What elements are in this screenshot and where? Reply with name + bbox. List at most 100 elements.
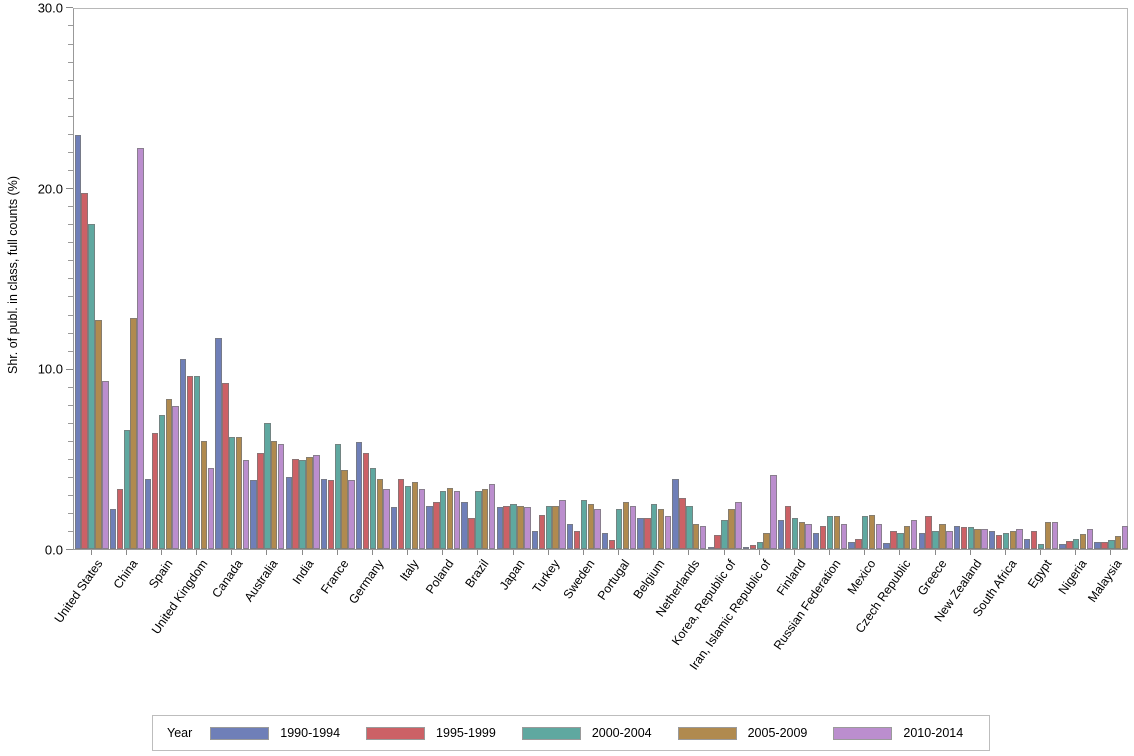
- bar[interactable]: [946, 530, 953, 549]
- bar[interactable]: [651, 503, 658, 549]
- bar[interactable]: [714, 534, 721, 549]
- bar[interactable]: [397, 478, 405, 549]
- bar[interactable]: [271, 440, 278, 549]
- bar[interactable]: [840, 523, 848, 549]
- bar[interactable]: [418, 489, 426, 549]
- legend-item[interactable]: 2010-2014: [833, 726, 963, 740]
- bar[interactable]: [488, 483, 496, 549]
- bar[interactable]: [967, 527, 974, 549]
- bar[interactable]: [629, 505, 637, 549]
- bar[interactable]: [229, 437, 236, 549]
- bar[interactable]: [81, 193, 88, 549]
- bar[interactable]: [130, 317, 137, 549]
- bar[interactable]: [404, 485, 412, 549]
- bar[interactable]: [953, 525, 961, 549]
- bar[interactable]: [602, 532, 609, 549]
- bar[interactable]: [207, 467, 215, 549]
- bar[interactable]: [411, 482, 419, 549]
- bar[interactable]: [327, 480, 335, 549]
- bar[interactable]: [672, 478, 679, 549]
- bar[interactable]: [1073, 539, 1080, 549]
- bar[interactable]: [981, 529, 988, 549]
- bar[interactable]: [1009, 530, 1016, 549]
- bar[interactable]: [482, 489, 489, 549]
- bar[interactable]: [1101, 541, 1108, 549]
- bar[interactable]: [102, 380, 109, 549]
- bar[interactable]: [468, 518, 475, 549]
- bar[interactable]: [587, 503, 594, 549]
- bar[interactable]: [1108, 539, 1115, 549]
- bar[interactable]: [235, 437, 243, 549]
- bar[interactable]: [538, 514, 546, 549]
- bar[interactable]: [699, 525, 707, 549]
- bar[interactable]: [1094, 541, 1101, 549]
- bar[interactable]: [910, 520, 918, 549]
- bar[interactable]: [707, 547, 714, 549]
- bar[interactable]: [657, 509, 665, 549]
- bar[interactable]: [475, 491, 482, 549]
- bar[interactable]: [594, 509, 601, 549]
- bar[interactable]: [376, 478, 383, 549]
- bar[interactable]: [904, 525, 911, 549]
- bar[interactable]: [292, 458, 299, 549]
- bar[interactable]: [1030, 530, 1038, 549]
- bar[interactable]: [165, 399, 172, 549]
- bar[interactable]: [426, 505, 433, 549]
- bar[interactable]: [637, 518, 644, 549]
- bar[interactable]: [833, 516, 841, 549]
- bar[interactable]: [334, 444, 341, 549]
- bar[interactable]: [559, 500, 566, 549]
- bar[interactable]: [1059, 543, 1066, 549]
- bar[interactable]: [200, 440, 208, 549]
- bar[interactable]: [615, 509, 623, 549]
- bar[interactable]: [172, 406, 179, 549]
- bar[interactable]: [622, 502, 630, 549]
- bar[interactable]: [531, 530, 539, 549]
- bar[interactable]: [74, 135, 81, 549]
- bar[interactable]: [742, 547, 750, 549]
- bar[interactable]: [791, 518, 799, 549]
- bar[interactable]: [524, 507, 531, 549]
- bar[interactable]: [383, 489, 390, 549]
- bar[interactable]: [1115, 536, 1122, 549]
- bar[interactable]: [805, 523, 812, 549]
- bar[interactable]: [320, 478, 328, 549]
- bar[interactable]: [88, 223, 95, 549]
- bar[interactable]: [552, 505, 559, 549]
- bar[interactable]: [362, 453, 370, 549]
- bar[interactable]: [1044, 521, 1052, 549]
- bar[interactable]: [848, 541, 855, 549]
- bar[interactable]: [862, 516, 869, 549]
- bar[interactable]: [756, 541, 763, 549]
- bar[interactable]: [123, 429, 130, 549]
- bar[interactable]: [826, 516, 834, 549]
- bar[interactable]: [566, 523, 574, 549]
- bar[interactable]: [728, 509, 735, 549]
- bar[interactable]: [735, 502, 742, 549]
- bar[interactable]: [798, 521, 805, 549]
- bar[interactable]: [299, 460, 306, 549]
- bar[interactable]: [242, 460, 250, 549]
- bar[interactable]: [763, 532, 770, 549]
- bar[interactable]: [517, 505, 524, 549]
- bar[interactable]: [777, 520, 785, 549]
- bar[interactable]: [608, 539, 616, 549]
- bar[interactable]: [313, 455, 320, 549]
- bar[interactable]: [1024, 539, 1031, 549]
- bar[interactable]: [180, 359, 187, 549]
- bar[interactable]: [693, 523, 700, 549]
- bar[interactable]: [932, 530, 939, 549]
- bar[interactable]: [1051, 521, 1059, 549]
- bar[interactable]: [721, 520, 728, 549]
- bar[interactable]: [784, 505, 792, 549]
- bar[interactable]: [1121, 525, 1129, 549]
- legend-item[interactable]: 1990-1994: [210, 726, 340, 740]
- bar[interactable]: [461, 502, 468, 549]
- bar[interactable]: [925, 516, 932, 549]
- bar[interactable]: [250, 480, 257, 549]
- bar[interactable]: [813, 532, 820, 549]
- bar[interactable]: [580, 500, 588, 549]
- bar[interactable]: [109, 509, 117, 549]
- bar[interactable]: [306, 456, 313, 549]
- bar[interactable]: [355, 442, 363, 549]
